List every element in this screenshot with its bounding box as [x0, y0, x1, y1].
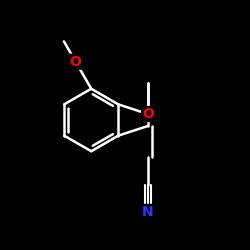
Text: O: O	[142, 107, 154, 121]
Text: N: N	[142, 205, 154, 219]
Text: O: O	[70, 55, 82, 69]
